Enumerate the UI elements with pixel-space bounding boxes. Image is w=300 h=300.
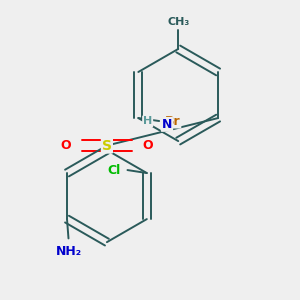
Text: NH₂: NH₂ <box>56 245 82 258</box>
Text: O: O <box>142 139 153 152</box>
Text: S: S <box>102 139 112 152</box>
Text: O: O <box>61 139 71 152</box>
Text: Br: Br <box>165 115 180 128</box>
Text: Cl: Cl <box>107 164 120 177</box>
Text: CH₃: CH₃ <box>167 17 189 27</box>
Text: N: N <box>162 118 172 131</box>
Text: H: H <box>143 116 152 126</box>
